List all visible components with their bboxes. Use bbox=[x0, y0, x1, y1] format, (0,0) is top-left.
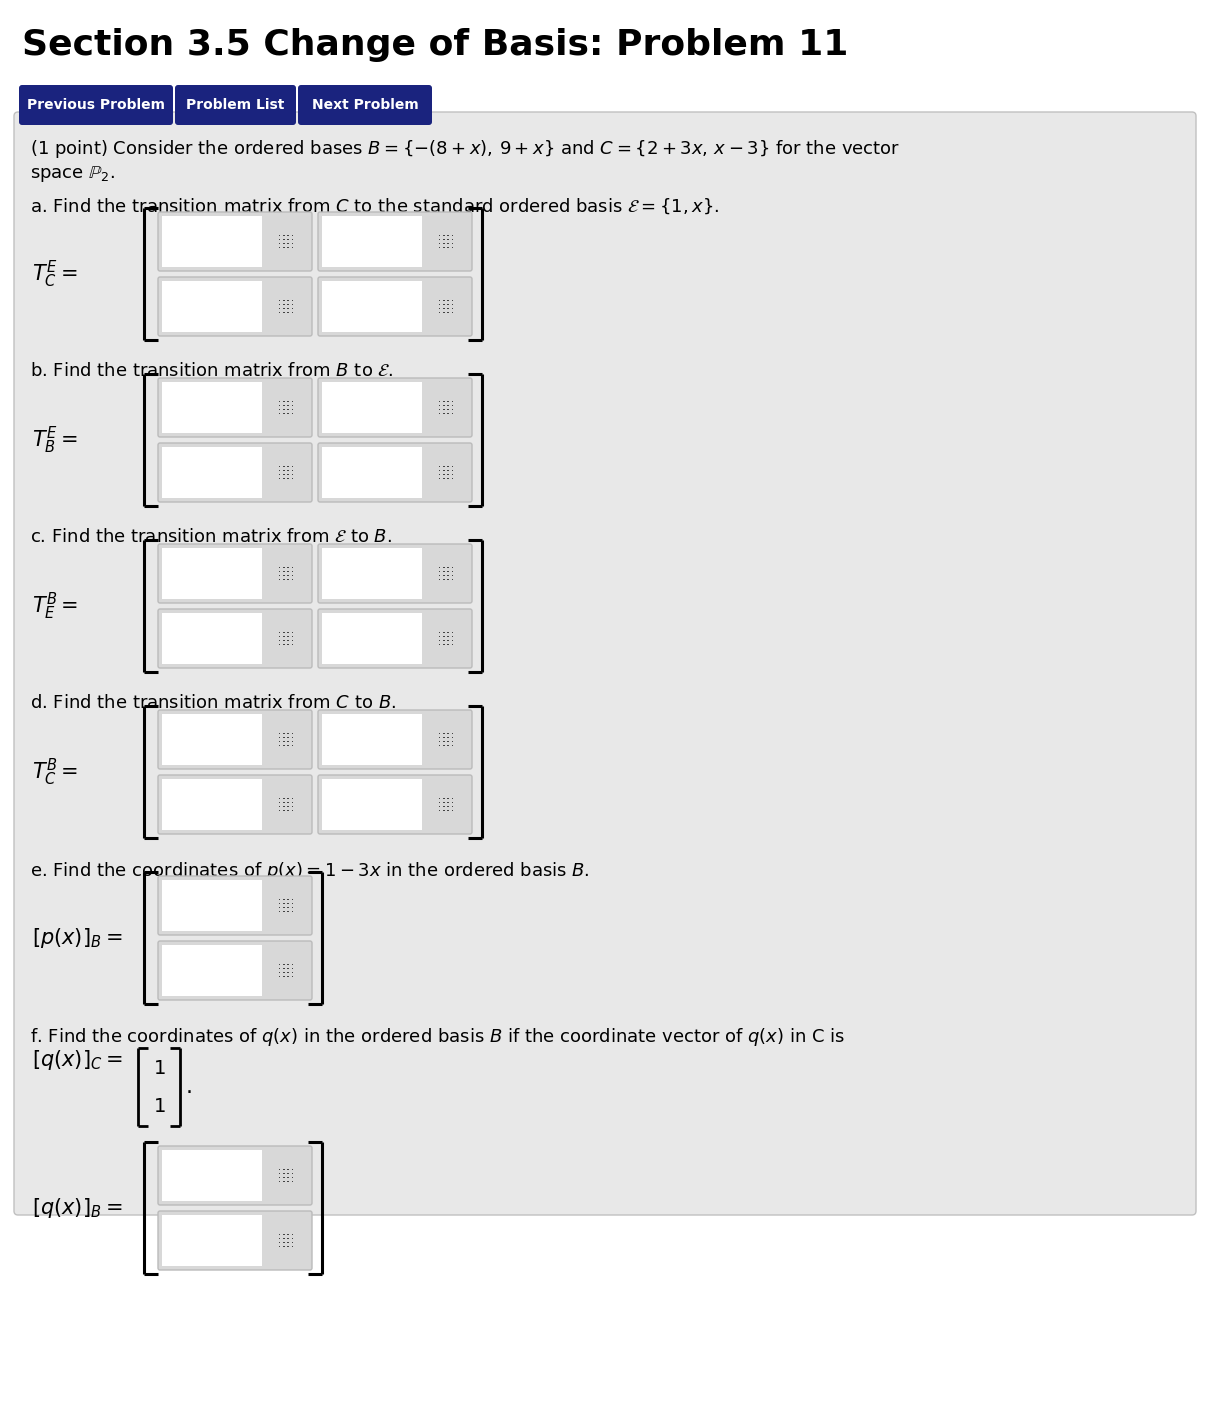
Bar bbox=[162, 382, 263, 433]
Bar bbox=[162, 447, 263, 498]
FancyBboxPatch shape bbox=[318, 277, 472, 336]
FancyBboxPatch shape bbox=[15, 112, 1195, 1215]
Text: d. Find the transition matrix from $\mathit{C}$ to $\mathit{B}$.: d. Find the transition matrix from $\mat… bbox=[30, 695, 396, 711]
Bar bbox=[162, 548, 263, 599]
Bar bbox=[322, 447, 422, 498]
Text: 1: 1 bbox=[154, 1097, 166, 1115]
Bar bbox=[162, 613, 263, 664]
FancyBboxPatch shape bbox=[175, 84, 296, 125]
Bar bbox=[162, 1150, 263, 1201]
FancyBboxPatch shape bbox=[298, 84, 432, 125]
Bar bbox=[322, 217, 422, 267]
Bar bbox=[162, 217, 263, 267]
Text: b. Find the transition matrix from $\mathit{B}$ to $\mathcal{E}$.: b. Find the transition matrix from $\mat… bbox=[30, 361, 393, 380]
Text: Next Problem: Next Problem bbox=[312, 98, 419, 112]
FancyBboxPatch shape bbox=[318, 775, 472, 834]
Bar bbox=[322, 714, 422, 765]
Bar bbox=[322, 382, 422, 433]
Text: (1 point) Consider the ordered bases $\mathit{B} = \{-(8+x),\,9+x\}$ and $\mathi: (1 point) Consider the ordered bases $\m… bbox=[30, 138, 900, 160]
Text: $T_E^B =$: $T_E^B =$ bbox=[31, 591, 79, 621]
FancyBboxPatch shape bbox=[318, 443, 472, 502]
Text: Problem List: Problem List bbox=[186, 98, 284, 112]
FancyBboxPatch shape bbox=[159, 378, 312, 437]
Bar bbox=[322, 281, 422, 332]
FancyBboxPatch shape bbox=[159, 941, 312, 1000]
Text: $[q(x)]_B =$: $[q(x)]_B =$ bbox=[31, 1197, 122, 1220]
Text: $[p(x)]_B =$: $[p(x)]_B =$ bbox=[31, 927, 122, 950]
Bar bbox=[162, 945, 263, 995]
Text: f. Find the coordinates of $q(x)$ in the ordered basis $\mathit{B}$ if the coord: f. Find the coordinates of $q(x)$ in the… bbox=[30, 1026, 846, 1047]
Bar bbox=[322, 548, 422, 599]
Bar bbox=[162, 1215, 263, 1265]
Text: $T_C^E =$: $T_C^E =$ bbox=[31, 259, 77, 290]
Text: 1: 1 bbox=[154, 1059, 166, 1077]
FancyBboxPatch shape bbox=[159, 443, 312, 502]
Text: a. Find the transition matrix from $\mathit{C}$ to the standard ordered basis $\: a. Find the transition matrix from $\mat… bbox=[30, 195, 719, 215]
FancyBboxPatch shape bbox=[318, 544, 472, 603]
Text: $T_C^B =$: $T_C^B =$ bbox=[31, 756, 79, 787]
Text: $T_B^E =$: $T_B^E =$ bbox=[31, 425, 77, 456]
Text: Previous Problem: Previous Problem bbox=[27, 98, 165, 112]
FancyBboxPatch shape bbox=[159, 544, 312, 603]
FancyBboxPatch shape bbox=[159, 710, 312, 769]
Bar bbox=[322, 779, 422, 830]
Text: space $\mathbb{P}_2$.: space $\mathbb{P}_2$. bbox=[30, 165, 115, 184]
FancyBboxPatch shape bbox=[159, 212, 312, 271]
Text: Section 3.5 Change of Basis: Problem 11: Section 3.5 Change of Basis: Problem 11 bbox=[22, 28, 848, 62]
FancyBboxPatch shape bbox=[318, 609, 472, 668]
FancyBboxPatch shape bbox=[159, 876, 312, 935]
FancyBboxPatch shape bbox=[159, 609, 312, 668]
Bar bbox=[162, 281, 263, 332]
Text: .: . bbox=[186, 1077, 194, 1097]
FancyBboxPatch shape bbox=[19, 84, 173, 125]
FancyBboxPatch shape bbox=[159, 775, 312, 834]
FancyBboxPatch shape bbox=[159, 277, 312, 336]
Bar bbox=[322, 613, 422, 664]
Text: e. Find the coordinates of $p(x) = 1 - 3x$ in the ordered basis $\mathit{B}$.: e. Find the coordinates of $p(x) = 1 - 3… bbox=[30, 860, 589, 882]
Text: $[q(x)]_C =$: $[q(x)]_C =$ bbox=[31, 1047, 122, 1071]
FancyBboxPatch shape bbox=[318, 212, 472, 271]
FancyBboxPatch shape bbox=[159, 1211, 312, 1270]
FancyBboxPatch shape bbox=[159, 1146, 312, 1205]
FancyBboxPatch shape bbox=[318, 378, 472, 437]
Bar bbox=[162, 714, 263, 765]
Bar bbox=[162, 880, 263, 931]
Bar bbox=[162, 779, 263, 830]
Text: c. Find the transition matrix from $\mathcal{E}$ to $\mathit{B}$.: c. Find the transition matrix from $\mat… bbox=[30, 529, 392, 546]
FancyBboxPatch shape bbox=[318, 710, 472, 769]
